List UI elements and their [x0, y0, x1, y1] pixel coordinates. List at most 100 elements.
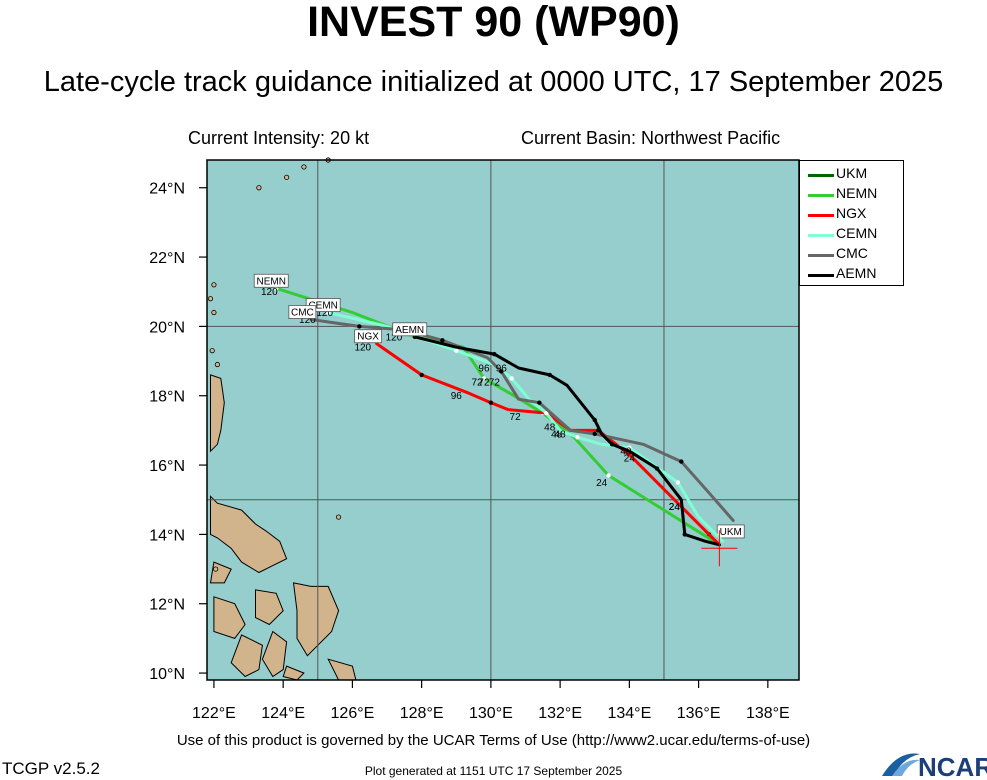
legend-label: NGX	[836, 205, 867, 221]
track-point	[492, 351, 497, 357]
island	[211, 282, 217, 288]
island	[214, 361, 220, 368]
version-label: TCGP v2.5.2	[2, 759, 100, 778]
legend-label: UKM	[836, 165, 868, 181]
lat-tick-label: 14°N	[149, 527, 185, 544]
generated-time: Plot generated at 1151 UTC 17 September …	[364, 764, 623, 778]
forecast-hour-label: 48	[544, 422, 556, 433]
track-point	[609, 442, 615, 447]
track-point	[592, 417, 597, 423]
track-point	[509, 376, 514, 381]
track-point	[481, 376, 487, 381]
lat-tick-label: 20°N	[149, 319, 185, 336]
lon-tick-label: 122°E	[192, 705, 236, 722]
legend-swatch	[808, 194, 834, 197]
track-point	[627, 445, 632, 450]
current-intensity: Current Intensity: 20 kt	[188, 128, 370, 148]
track-point	[592, 431, 597, 437]
forecast-hour-label: 120	[386, 332, 403, 343]
track-end-label: NEMN	[257, 276, 286, 287]
legend-item-cmc: CMC	[800, 245, 903, 265]
forecast-hour-label: 96	[478, 363, 490, 374]
legend-swatch	[808, 174, 834, 177]
forecast-hour-label: 72	[489, 377, 501, 388]
track-point	[547, 372, 552, 378]
ncar-swoosh-icon	[882, 753, 920, 776]
land-mass	[255, 589, 284, 626]
island	[301, 164, 307, 170]
lat-tick-label: 16°N	[149, 458, 185, 475]
legend-swatch	[808, 254, 834, 257]
track-point	[357, 324, 362, 329]
legend-item-ukm: UKM	[800, 165, 903, 185]
track-end-label-box	[716, 524, 745, 539]
land-mass	[230, 634, 263, 678]
legend-item-nemn: NEMN	[800, 185, 903, 205]
track-point	[606, 473, 611, 478]
forecast-hour-label: 72	[471, 377, 483, 388]
lon-tick-label: 128°E	[400, 705, 444, 722]
ncar-logo-text: NCAR	[918, 752, 987, 780]
island	[207, 296, 214, 302]
track-point	[419, 372, 424, 378]
track-point	[654, 466, 660, 471]
land-mass	[210, 495, 288, 574]
current-basin: Current Basin: Northwest Pacific	[521, 128, 781, 148]
track-end-label: CEMN	[308, 301, 337, 312]
legend: UKM NEMN NGX CEMN CMC AEMN	[799, 160, 904, 286]
land-mass	[292, 582, 340, 657]
forecast-hour-label: 24	[596, 478, 608, 489]
lat-tick-label: 18°N	[149, 389, 185, 406]
forecast-hour-label: 48	[620, 447, 632, 458]
forecast-hour-label: 120	[299, 315, 316, 326]
track-ngx	[375, 342, 721, 547]
lat-tick-label: 10°N	[149, 666, 185, 683]
legend-label: AEMN	[836, 265, 877, 281]
island	[256, 185, 262, 191]
land-mass	[261, 630, 288, 678]
terms-of-use: Use of this product is governed by the U…	[176, 732, 811, 749]
track-point	[544, 410, 549, 416]
track-end-label-box	[354, 329, 383, 344]
lon-tick-label: 124°E	[261, 705, 305, 722]
forecast-hour-label: 72	[478, 377, 490, 388]
track-end-label-box	[288, 305, 317, 319]
map-frame	[206, 159, 800, 681]
lon-tick-label: 138°E	[746, 705, 790, 722]
legend-swatch	[808, 214, 834, 217]
page-title: INVEST 90 (WP90)	[307, 0, 680, 46]
island	[213, 566, 219, 572]
legend-item-aemn: AEMN	[800, 265, 903, 285]
island	[211, 309, 217, 316]
track-point	[454, 348, 459, 353]
track-end-label: NGX	[357, 332, 379, 343]
page-subtitle: Late-cycle track guidance initialized at…	[43, 66, 944, 98]
lat-tick-label: 12°N	[149, 597, 185, 614]
track-point	[440, 338, 445, 343]
track-point	[488, 400, 494, 405]
track-point	[575, 435, 580, 440]
lon-tick-label: 136°E	[677, 705, 721, 722]
track-cemn	[326, 311, 725, 543]
track-point	[537, 400, 542, 405]
island	[209, 348, 215, 354]
forecast-hour-label: 120	[354, 343, 371, 354]
track-end-label: UKM	[720, 527, 742, 538]
track-point	[679, 459, 684, 464]
legend-label: CMC	[836, 245, 868, 261]
legend-item-cemn: CEMN	[800, 225, 903, 245]
forecast-hour-label: 24	[669, 502, 681, 513]
lon-tick-label: 130°E	[469, 705, 513, 722]
forecast-hour-label: 120	[261, 287, 278, 298]
lon-tick-label: 132°E	[538, 705, 582, 722]
land-mass	[210, 374, 225, 453]
forecast-hour-label: 72	[510, 412, 522, 423]
track-end-label: CMC	[291, 307, 314, 318]
track-point	[675, 480, 681, 485]
lat-tick-label: 22°N	[149, 250, 185, 267]
track-point	[682, 532, 687, 537]
track-end-label-box	[253, 273, 289, 288]
lon-tick-label: 134°E	[607, 705, 651, 722]
forecast-hour-label: 24	[669, 502, 681, 513]
